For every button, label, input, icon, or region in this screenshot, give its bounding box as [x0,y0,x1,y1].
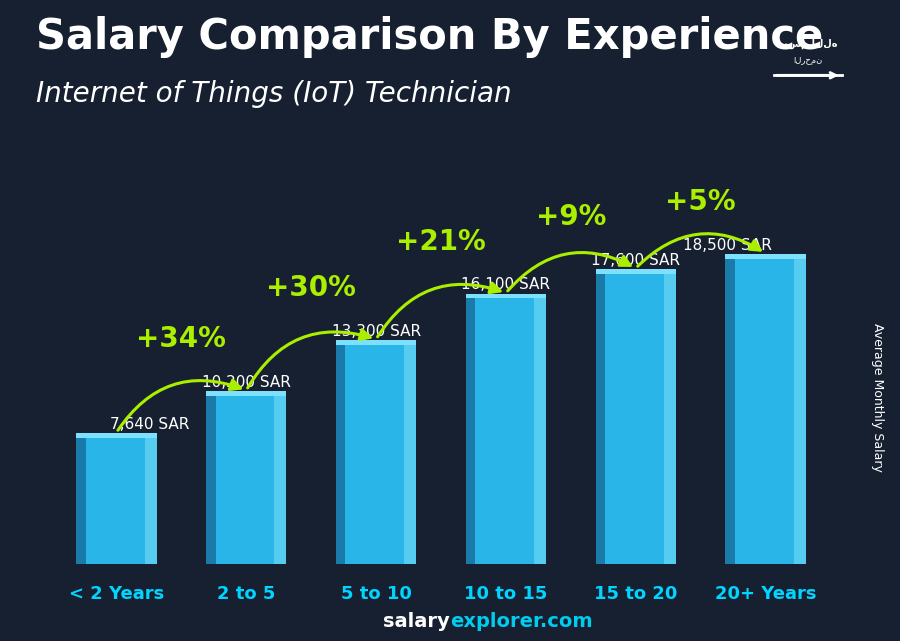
Text: +34%: +34% [137,325,226,353]
Bar [206,395,216,564]
Bar [336,345,346,564]
Text: 15 to 20: 15 to 20 [594,585,678,603]
Bar [145,438,157,564]
Bar [596,269,676,274]
Text: +9%: +9% [536,203,606,231]
Text: 5 to 10: 5 to 10 [340,585,411,603]
Bar [534,299,546,564]
Bar [76,433,157,438]
Text: 13,300 SAR: 13,300 SAR [331,324,420,338]
Text: 10 to 15: 10 to 15 [464,585,547,603]
Text: +21%: +21% [396,228,486,256]
Text: 16,100 SAR: 16,100 SAR [462,278,551,292]
Text: Average Monthly Salary: Average Monthly Salary [871,323,884,472]
Text: Internet of Things (IoT) Technician: Internet of Things (IoT) Technician [36,80,511,108]
Bar [465,299,475,564]
Text: 17,600 SAR: 17,600 SAR [591,253,680,267]
Bar [76,438,86,564]
Text: explorer.com: explorer.com [450,612,592,631]
Bar [216,395,274,564]
Bar [206,391,286,395]
Text: Salary Comparison By Experience: Salary Comparison By Experience [36,16,824,58]
Bar [274,395,286,564]
Bar [664,274,676,564]
Text: 2 to 5: 2 to 5 [217,585,275,603]
Bar [794,259,806,564]
Text: 18,500 SAR: 18,500 SAR [683,238,772,253]
Bar [86,438,145,564]
Bar [725,254,806,259]
Bar [336,340,417,345]
Bar [404,345,417,564]
Bar [725,259,735,564]
Bar [346,345,404,564]
Bar [475,299,534,564]
Text: +30%: +30% [266,274,356,302]
Text: salary: salary [383,612,450,631]
Text: بسم الله: بسم الله [778,38,838,49]
Bar [465,294,546,299]
Bar [605,274,664,564]
Bar [735,259,794,564]
Text: 10,200 SAR: 10,200 SAR [202,375,291,390]
Text: +5%: +5% [665,188,736,216]
Text: < 2 Years: < 2 Years [68,585,164,603]
Text: 7,640 SAR: 7,640 SAR [110,417,189,432]
Text: 20+ Years: 20+ Years [715,585,816,603]
Text: الرحمن: الرحمن [793,56,823,65]
Bar [596,274,605,564]
